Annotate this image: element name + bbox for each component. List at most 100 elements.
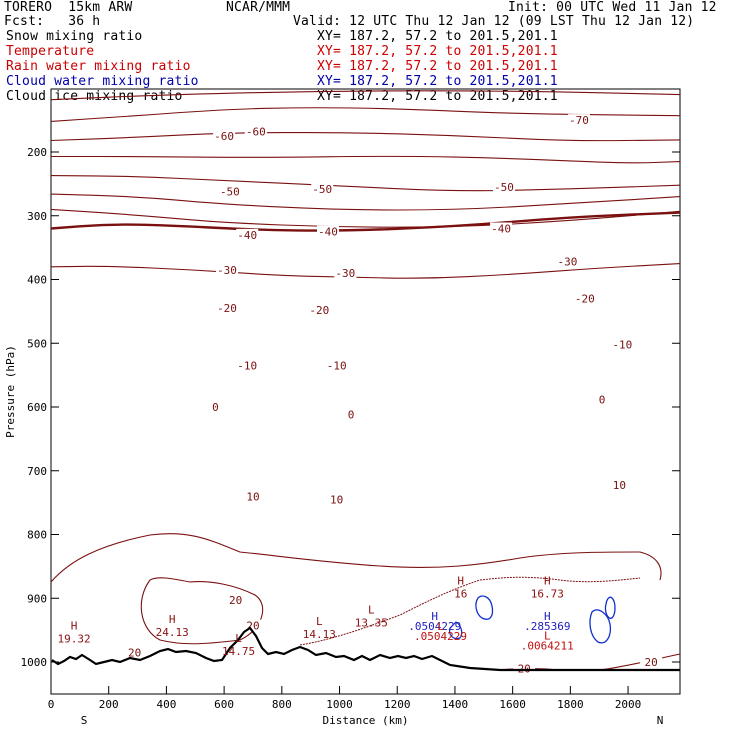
x-tick-label: 2000 [615,698,642,711]
cloud-water-contour [449,621,463,640]
cloud-extremum-type: H [431,610,438,623]
extremum-type: L [368,603,375,616]
x-tick-label: 200 [99,698,119,711]
x-tick-label: 1400 [442,698,469,711]
legend-rain-label: Rain water mixing ratio [6,59,191,74]
init-time: Init: 00 UTC Wed 11 Jan 12 [508,0,717,15]
isotherm-label-bg [316,225,339,238]
y-tick-label: 200 [27,146,47,159]
isotherm-layer [50,90,681,671]
terrain-layer [51,626,680,672]
x-tick-label: 1000 [326,698,353,711]
x-axis-label: Distance (km) [322,714,408,727]
y-tick-label: 500 [27,337,47,350]
isotherm-label-bg [218,185,241,198]
isotherm-label: -30 [217,264,237,277]
extremum-value: 19.32 [58,632,91,645]
isotherm-line [50,533,662,583]
isotherm-label-bg [311,182,334,195]
legend-cloud-water-xy: XY= 187.2, 57.2 to 201.5,201.1 [317,74,558,89]
isotherm-label: 20 [645,656,658,669]
extremum-value: 14.13 [303,628,336,641]
isotherm-line [50,175,681,192]
y-tick-label: 800 [27,529,47,542]
cloud-extremum-type: L [437,620,444,633]
isotherm-label: -10 [612,339,632,352]
south-end-label: S [81,714,88,727]
isotherm-label: 20 [518,662,531,675]
isotherm-label: 10 [246,490,259,503]
isotherm-line [50,211,681,232]
legend-snow-xy: XY= 187.2, 57.2 to 201.5,201.1 [317,29,558,44]
isotherm-label-bg [573,292,596,305]
cloud-water-contour [604,596,616,619]
isotherm-label: -70 [569,114,589,127]
center-name: NCAR/MMM [226,0,291,15]
isotherm-line [50,90,681,101]
isotherm-line [299,576,641,646]
cloud-water-contour [589,609,612,644]
isotherm-label-bg [244,125,267,138]
extremum-value: 14.75 [222,645,255,658]
extremum-type: H [457,575,464,588]
extremum-type: L [316,615,323,628]
cloud-extremum-value: .0504229 [414,630,467,643]
legend-cloud-ice-xy: XY= 187.2, 57.2 to 201.5,201.1 [317,89,558,104]
y-tick-label: 700 [27,465,47,478]
isotherm-label-bg [513,662,536,675]
isotherm-label: -40 [491,223,511,236]
isotherm-label-bg [241,490,264,503]
isotherm-label-bg [236,359,259,372]
isotherm-label: -50 [494,181,514,194]
isotherm-label: -10 [327,360,347,373]
isotherm-label: -30 [558,256,578,269]
isotherm-line [51,155,681,164]
forecast-hour: Fcst: 36 h [4,14,101,29]
isotherm-label-bg [492,181,515,194]
isotherm-label-bg [224,594,247,607]
isotherm-label-bg [216,263,239,276]
isotherm-label-bg [568,114,591,127]
isotherm-label-bg [340,408,363,421]
legend-snow-label: Snow mixing ratio [6,29,143,44]
model-title: TORERO 15km ARW [4,0,133,15]
isotherm-label-bg [608,478,631,491]
y-tick-label: 400 [27,274,47,287]
isotherm-label-bg [123,646,146,659]
isotherm-label-bg [236,228,259,241]
cloud-water-contour [475,595,494,620]
isotherm-label-bg [204,401,227,413]
isotherm-label: -40 [318,226,338,239]
isotherm-label: -30 [335,267,355,280]
isotherm-label-bg [216,302,239,315]
isotherm-label: -20 [309,304,329,317]
extremum-value: 13.35 [355,616,388,629]
cloud-extremum-value: .285369 [524,620,570,633]
x-tick-label: 800 [272,698,292,711]
axis-layer: 0 200 400 600 800 1000 1200 1400 1600 1800 2000200… [4,146,680,727]
plot-frame [50,88,681,695]
legend-temperature-label: Temperature [6,44,95,59]
cloud-water-layer [449,595,616,644]
cloud-extremum-type: H [544,610,551,623]
x-tick-label: 1600 [499,698,526,711]
x-tick-label: 1200 [384,698,411,711]
cloud-extremum-value: .0064211 [521,639,574,652]
north-end-label: N [657,714,664,727]
extremum-type: H [71,619,78,632]
isotherm-label: -20 [575,293,595,306]
y-tick-label: 600 [27,401,47,414]
isotherm-label: 20 [229,594,242,607]
y-tick-label: 1000 [21,656,48,669]
isotherm-line [50,263,681,279]
cloud-extremum-value: .0504229 [408,620,461,633]
isotherm-label: 0 [212,401,219,414]
isotherm-line [50,193,681,211]
isotherm-line [50,208,681,228]
isotherm-label: -50 [220,186,240,199]
isotherm-label-bg [308,304,331,317]
extremum-type: L [235,632,242,645]
isotherm-label-layer: -70 -60 -60 -50 -50 -50 -40 -40 -40 -30 -30 -30 -20 -… [123,114,663,675]
isotherm-label-bg [640,656,663,668]
